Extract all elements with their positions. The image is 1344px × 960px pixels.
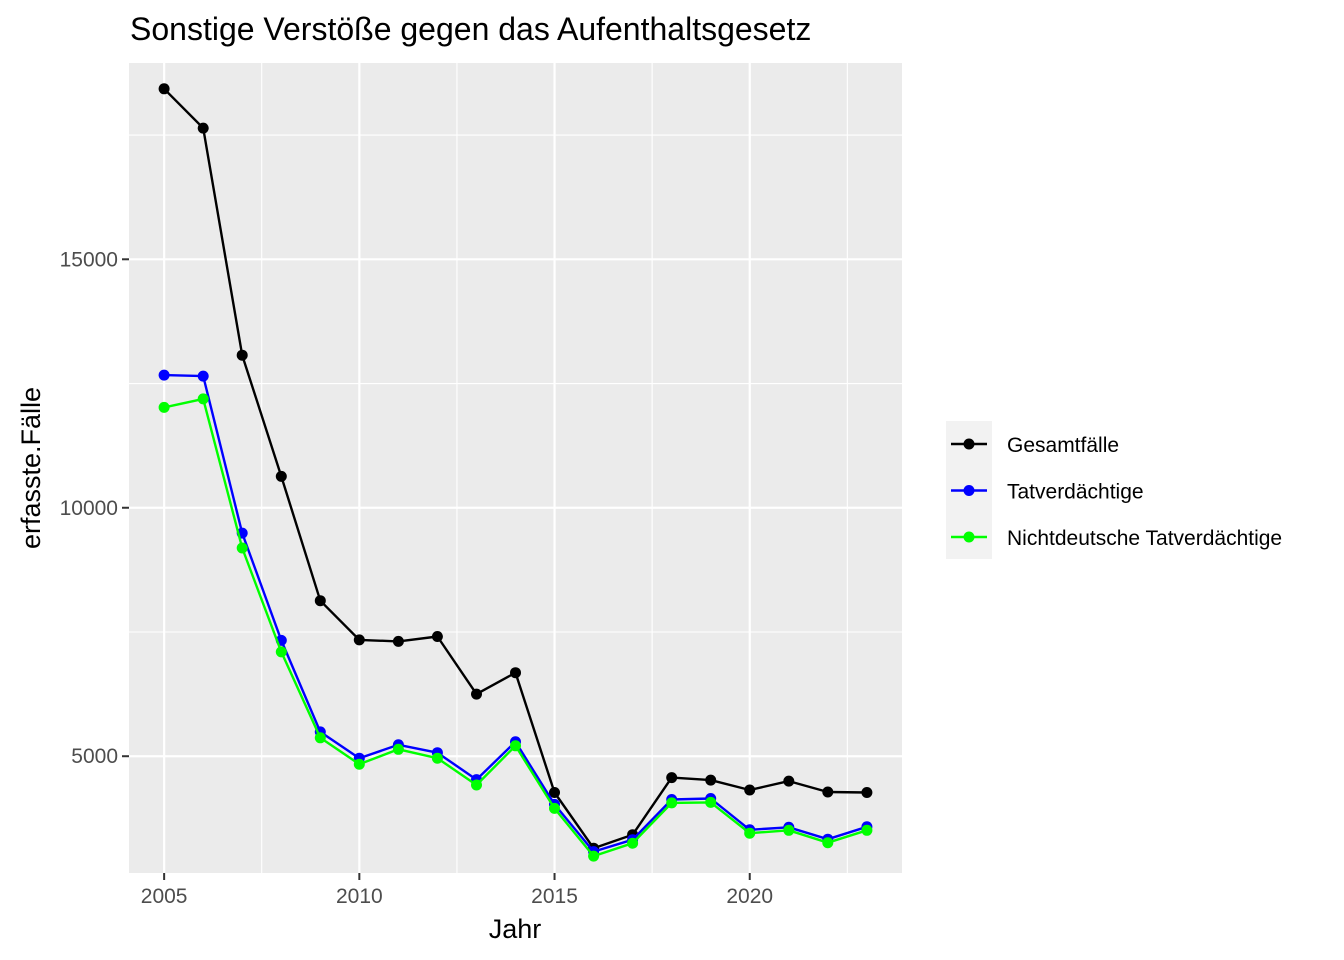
data-point: [705, 774, 717, 786]
data-point: [158, 83, 170, 95]
data-point: [744, 784, 756, 796]
y-axis: 5000 10000 15000: [60, 248, 129, 768]
data-point: [549, 802, 560, 814]
data-point: [158, 401, 170, 413]
data-point: [158, 369, 170, 381]
data-point: [666, 797, 678, 809]
y-tick-label: 15000: [60, 248, 118, 271]
data-point: [431, 752, 443, 764]
minor-gridlines: [129, 63, 902, 882]
data-point: [549, 787, 560, 798]
legend-label: Gesamtfälle: [1007, 434, 1119, 457]
data-point: [197, 393, 209, 405]
x-axis: 2005 2010 2015 2020: [141, 873, 773, 908]
data-point: [236, 542, 248, 554]
y-tick-label: 10000: [60, 497, 118, 520]
data-point: [392, 743, 404, 755]
data-point: [236, 349, 248, 361]
data-point: [822, 786, 834, 798]
legend-item: Tatverdächtige: [951, 481, 1144, 504]
data-point: [353, 758, 365, 770]
plot-panel: [129, 63, 902, 873]
x-tick-label: 2010: [336, 885, 383, 908]
legend-key-point: [963, 531, 975, 543]
data-point: [822, 837, 834, 849]
legend: Gesamtfälle Tatverdächtige Nichtdeutsche T…: [946, 421, 1282, 559]
legend-label: Tatverdächtige: [1007, 481, 1144, 504]
series-3: [158, 393, 873, 862]
legend-item: Nichtdeutsche Tatverdächtige: [951, 527, 1282, 550]
data-point: [471, 688, 482, 700]
data-point: [744, 827, 756, 839]
data-point: [588, 850, 600, 862]
data-point: [353, 634, 365, 646]
data-point: [705, 796, 717, 808]
data-point: [783, 824, 795, 836]
data-point: [861, 824, 873, 836]
x-tick-label: 2005: [141, 885, 188, 908]
x-tick-label: 2020: [726, 885, 773, 908]
data-point: [197, 122, 209, 134]
x-tick-label: 2015: [531, 885, 578, 908]
data-point: [783, 775, 795, 787]
data-point: [666, 772, 678, 784]
data-point: [314, 595, 326, 607]
major-gridlines: [129, 63, 902, 873]
legend-key-point: [963, 438, 975, 450]
legend-item: Gesamtfälle: [951, 434, 1119, 457]
y-axis-title: erfasste.Fälle: [16, 387, 46, 549]
data-point: [392, 635, 404, 647]
x-axis-title: Jahr: [489, 914, 542, 944]
chart-title: Sonstige Verstöße gegen das Aufenthaltsg…: [130, 11, 811, 47]
data-point: [275, 646, 287, 658]
data-point: [861, 787, 873, 798]
y-tick-label: 5000: [71, 745, 118, 768]
data-point: [314, 732, 326, 744]
data-point: [627, 837, 639, 849]
data-point: [275, 470, 287, 482]
data-point: [510, 740, 521, 752]
data-point: [197, 370, 209, 382]
legend-key-point: [963, 485, 975, 496]
data-point: [471, 779, 482, 791]
series-layer: [158, 83, 873, 862]
legend-label: Nichtdeutsche Tatverdächtige: [1007, 527, 1282, 550]
data-point: [431, 631, 443, 642]
data-point: [510, 667, 521, 679]
